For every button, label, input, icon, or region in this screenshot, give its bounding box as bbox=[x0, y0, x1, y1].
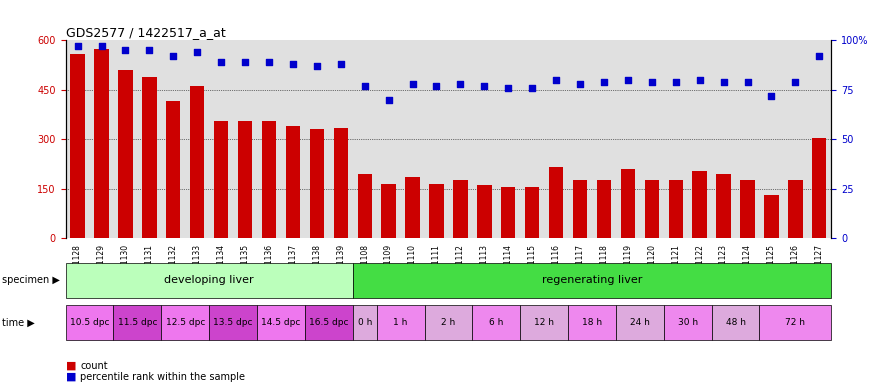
Text: 10.5 dpc: 10.5 dpc bbox=[70, 318, 109, 327]
Bar bbox=[238, 121, 252, 238]
Bar bbox=[740, 180, 755, 238]
Bar bbox=[143, 76, 157, 238]
Text: 13.5 dpc: 13.5 dpc bbox=[214, 318, 253, 327]
Bar bbox=[525, 187, 539, 238]
Point bbox=[668, 79, 682, 85]
Point bbox=[430, 83, 444, 89]
Point bbox=[621, 77, 635, 83]
Point bbox=[71, 43, 85, 49]
Bar bbox=[262, 121, 276, 238]
Bar bbox=[549, 167, 564, 238]
Text: developing liver: developing liver bbox=[164, 275, 254, 285]
Point bbox=[693, 77, 707, 83]
Point bbox=[166, 53, 180, 59]
Text: 12 h: 12 h bbox=[534, 318, 554, 327]
Bar bbox=[382, 184, 396, 238]
Point bbox=[214, 59, 228, 65]
Text: 11.5 dpc: 11.5 dpc bbox=[117, 318, 158, 327]
Bar bbox=[94, 48, 108, 238]
Text: 0 h: 0 h bbox=[358, 318, 372, 327]
Point bbox=[358, 83, 372, 89]
Text: specimen ▶: specimen ▶ bbox=[2, 275, 60, 285]
Bar bbox=[573, 180, 587, 238]
Point bbox=[94, 43, 108, 49]
Point bbox=[310, 63, 324, 69]
Bar bbox=[358, 174, 372, 238]
Text: 12.5 dpc: 12.5 dpc bbox=[165, 318, 205, 327]
Text: time ▶: time ▶ bbox=[2, 318, 34, 328]
Bar bbox=[477, 185, 492, 238]
Text: 16.5 dpc: 16.5 dpc bbox=[309, 318, 348, 327]
Bar bbox=[286, 126, 300, 238]
Point bbox=[740, 79, 754, 85]
Point bbox=[812, 53, 826, 59]
Point bbox=[717, 79, 731, 85]
Text: 14.5 dpc: 14.5 dpc bbox=[262, 318, 301, 327]
Bar bbox=[645, 180, 659, 238]
Bar bbox=[333, 127, 348, 238]
Text: regenerating liver: regenerating liver bbox=[542, 275, 642, 285]
Point bbox=[645, 79, 659, 85]
Point bbox=[118, 47, 132, 53]
Bar bbox=[764, 195, 779, 238]
Point bbox=[525, 85, 539, 91]
Point bbox=[788, 79, 802, 85]
Text: ■: ■ bbox=[66, 361, 76, 371]
Bar bbox=[717, 174, 731, 238]
Bar bbox=[668, 180, 682, 238]
Text: 30 h: 30 h bbox=[677, 318, 697, 327]
Point bbox=[453, 81, 467, 87]
Bar bbox=[118, 70, 133, 238]
Point bbox=[550, 77, 564, 83]
Point bbox=[238, 59, 252, 65]
Point bbox=[573, 81, 587, 87]
Text: 1 h: 1 h bbox=[394, 318, 408, 327]
Text: ■: ■ bbox=[66, 372, 76, 382]
Bar bbox=[788, 180, 802, 238]
Bar bbox=[214, 121, 228, 238]
Text: 72 h: 72 h bbox=[786, 318, 805, 327]
Point bbox=[382, 97, 396, 103]
Point bbox=[143, 47, 157, 53]
Text: percentile rank within the sample: percentile rank within the sample bbox=[80, 372, 246, 382]
Text: count: count bbox=[80, 361, 108, 371]
Point bbox=[262, 59, 276, 65]
Point bbox=[597, 79, 611, 85]
Bar bbox=[453, 180, 467, 238]
Bar bbox=[190, 86, 205, 238]
Text: 48 h: 48 h bbox=[725, 318, 746, 327]
Bar bbox=[620, 169, 635, 238]
Text: 2 h: 2 h bbox=[441, 318, 456, 327]
Bar bbox=[501, 187, 515, 238]
Point bbox=[501, 85, 515, 91]
Bar bbox=[812, 137, 827, 238]
Bar bbox=[310, 129, 324, 238]
Text: 24 h: 24 h bbox=[630, 318, 650, 327]
Point bbox=[765, 93, 779, 99]
Bar bbox=[692, 170, 707, 238]
Text: 18 h: 18 h bbox=[582, 318, 602, 327]
Bar bbox=[430, 184, 444, 238]
Bar bbox=[597, 180, 611, 238]
Bar bbox=[70, 53, 85, 238]
Point bbox=[333, 61, 347, 67]
Point bbox=[405, 81, 419, 87]
Text: GDS2577 / 1422517_a_at: GDS2577 / 1422517_a_at bbox=[66, 26, 226, 39]
Point bbox=[190, 49, 204, 55]
Point bbox=[286, 61, 300, 67]
Text: 6 h: 6 h bbox=[489, 318, 503, 327]
Point bbox=[478, 83, 492, 89]
Bar bbox=[405, 177, 420, 238]
Bar bbox=[166, 101, 180, 238]
